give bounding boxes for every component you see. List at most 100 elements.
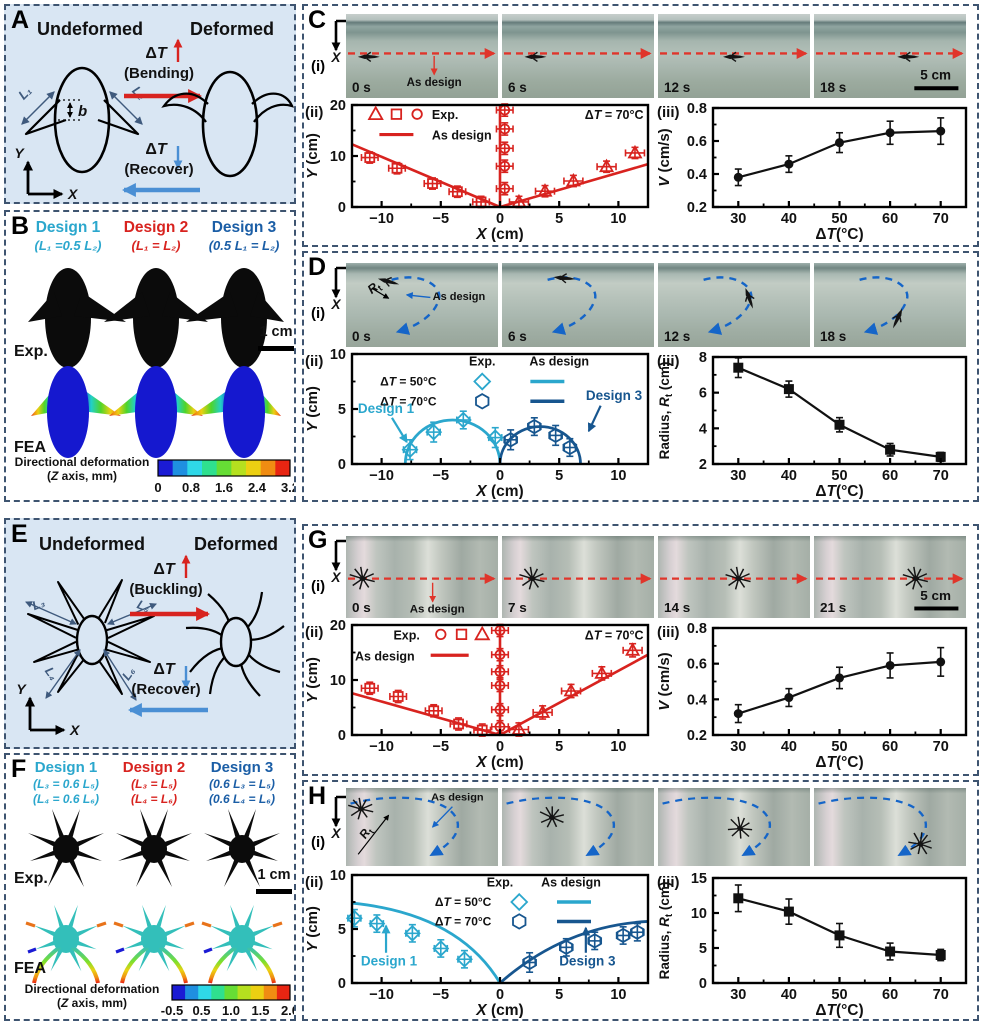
svg-text:50: 50	[831, 468, 847, 484]
svg-text:0: 0	[338, 200, 346, 216]
svg-text:5: 5	[555, 468, 563, 484]
svg-text:10: 10	[610, 739, 626, 755]
svg-text:(iii): (iii)	[657, 874, 680, 891]
svg-text:Y (cm): Y (cm)	[304, 906, 321, 952]
svg-text:0.6: 0.6	[687, 657, 707, 673]
svg-text:0 s: 0 s	[352, 600, 371, 615]
bending-designs: Design 1 (L₁ =0.5 L₂) Design 2 (L₁ = L₂) Des…	[8, 214, 299, 505]
svg-text:0.2: 0.2	[687, 200, 707, 216]
chart-d-ii: −10 −5 0 5 10 0 5 10 (ii) X (cm) Y (cm) Exp. As desi…	[304, 347, 654, 504]
svg-text:Design 1: Design 1	[35, 759, 98, 776]
svg-text:(Bending): (Bending)	[124, 65, 194, 82]
svg-text:ΔT = 50°C: ΔT = 50°C	[380, 375, 437, 389]
bending-designs-svg: Design 1 (L₁ =0.5 L₂) Design 2 (L₁ = L₂) Des…	[14, 219, 299, 495]
svg-text:As design: As design	[407, 77, 462, 89]
svg-text:70: 70	[933, 739, 949, 755]
svg-text:ΔT = 70°C: ΔT = 70°C	[435, 914, 492, 928]
spider-robot-icon	[902, 566, 929, 590]
svg-text:60: 60	[882, 987, 898, 1003]
svg-text:50: 50	[831, 987, 847, 1003]
svg-text:1 cm: 1 cm	[259, 324, 292, 340]
svg-text:(Z axis, mm): (Z axis, mm)	[47, 469, 117, 483]
spider-robot-icon	[727, 816, 753, 839]
spider-robot-icon	[519, 566, 545, 590]
svg-text:8: 8	[699, 350, 707, 366]
svg-text:Design 3: Design 3	[211, 759, 274, 776]
svg-text:X (cm): X (cm)	[475, 226, 523, 242]
svg-text:Exp.: Exp.	[393, 628, 419, 642]
svg-text:As design: As design	[433, 291, 486, 303]
svg-text:0: 0	[496, 468, 504, 484]
svg-text:0.8: 0.8	[687, 101, 707, 117]
chart-G-iii: 30 40 50 60 70 0.2 0.4 0.6 0.8 (iii) ΔT(°C) V (cm/s…	[656, 621, 968, 771]
svg-text:0.5: 0.5	[192, 1003, 210, 1018]
svg-text:Y (cm): Y (cm)	[304, 657, 321, 703]
svg-text:(L₁ = L₂): (L₁ = L₂)	[132, 238, 181, 253]
svg-text:0: 0	[496, 739, 504, 755]
photo-overlay: 18 s	[820, 276, 909, 344]
svg-text:As design: As design	[432, 129, 492, 143]
svg-text:Exp.: Exp.	[487, 876, 513, 890]
svg-text:FEA: FEA	[14, 439, 46, 456]
svg-text:1.6: 1.6	[215, 480, 233, 495]
svg-text:14 s: 14 s	[664, 600, 690, 615]
spider-robot-icon	[908, 832, 932, 855]
chart-h-iii: 30 40 50 60 70 0 5 10 15 (iii) ΔT(°C) Radius, Rt (c…	[656, 870, 977, 1023]
svg-text:10: 10	[330, 870, 346, 884]
fish-robot-icon	[524, 51, 547, 63]
svg-text:2.4: 2.4	[248, 480, 267, 495]
svg-text:X (cm): X (cm)	[475, 1002, 523, 1018]
panel-a: A Undeformed Deformed L₁ L₂ b ΔT (Bending) ΔT (R…	[4, 4, 296, 204]
photo-overlay: 12 s	[660, 47, 808, 95]
panel-letter-e: E	[11, 520, 28, 548]
panel-letter-d: D	[308, 253, 327, 281]
svg-text:Undeformed: Undeformed	[39, 534, 145, 554]
photo-frame-d-1: 0 s As design Rt	[346, 263, 498, 347]
svg-text:7 s: 7 s	[508, 600, 527, 615]
buckling-designs-svg: Design 1(L₃ = 0.6 L₅)(L₄ = 0.6 L₆) Design…	[14, 759, 299, 1018]
svg-text:Design 2: Design 2	[124, 219, 189, 236]
svg-text:0.8: 0.8	[687, 621, 707, 637]
svg-text:10: 10	[610, 211, 626, 227]
svg-text:10: 10	[610, 987, 626, 1003]
svg-text:Design 1: Design 1	[361, 953, 418, 968]
panel-letter-c: C	[308, 6, 327, 34]
svg-text:5: 5	[699, 941, 707, 957]
fish-robot-icon	[357, 51, 380, 63]
svg-text:2: 2	[699, 457, 707, 473]
svg-text:0.8: 0.8	[182, 480, 200, 495]
chart-g-iii: 30 40 50 60 70 0.2 0.4 0.6 0.8 (iii) ΔT(°C) V (cm/s…	[656, 620, 977, 775]
svg-text:40: 40	[781, 468, 797, 484]
svg-text:60: 60	[882, 211, 898, 227]
svg-text:Directional deformation: Directional deformation	[15, 455, 150, 469]
svg-text:b: b	[78, 103, 87, 120]
sub-label-i: (i)	[311, 305, 326, 322]
sub-label-i: (i)	[311, 58, 326, 75]
photo-overlay: As design Rt	[347, 792, 484, 857]
svg-text:60: 60	[882, 739, 898, 755]
buckling-schematic-svg: Undeformed DeformedL₃L₄L₅L₆ΔT(Buckling)ΔT…	[16, 534, 285, 738]
photo-frame-c-1: 0 s As design	[346, 14, 498, 98]
svg-text:V (cm/s): V (cm/s)	[656, 128, 673, 186]
photo-frame-c-3: 12 s	[658, 14, 810, 98]
svg-text:1.0: 1.0	[222, 1003, 240, 1018]
chart-c-ii: −10 −5 0 5 10 0 10 20 (ii) X (cm) Y (cm) Exp. As des…	[304, 98, 654, 247]
svg-text:ΔT = 70°C: ΔT = 70°C	[585, 628, 644, 642]
svg-text:−10: −10	[369, 468, 394, 484]
svg-text:Design 3: Design 3	[212, 219, 277, 236]
chart-g-ii: −10 −5 0 5 10 0 10 20 (ii) X (cm) Y (cm) Exp. As des…	[304, 618, 654, 775]
svg-text:10: 10	[691, 906, 707, 922]
photo-overlay: 0 s As design	[348, 566, 496, 615]
svg-text:(L₁ =0.5 L₂): (L₁ =0.5 L₂)	[35, 238, 102, 253]
svg-text:5: 5	[338, 922, 346, 938]
svg-text:6 s: 6 s	[508, 80, 527, 95]
chart-D-ii: −10 −5 0 5 10 0 5 10 (ii) X (cm) Y (cm) Exp. As desi…	[304, 347, 650, 500]
svg-text:Undeformed: Undeformed	[37, 19, 143, 39]
photo-overlay: 12 s	[664, 276, 755, 344]
svg-text:As design: As design	[529, 355, 589, 369]
svg-text:As design: As design	[410, 603, 465, 615]
svg-text:(0.6 L₃ = L₅): (0.6 L₃ = L₅)	[209, 777, 275, 791]
